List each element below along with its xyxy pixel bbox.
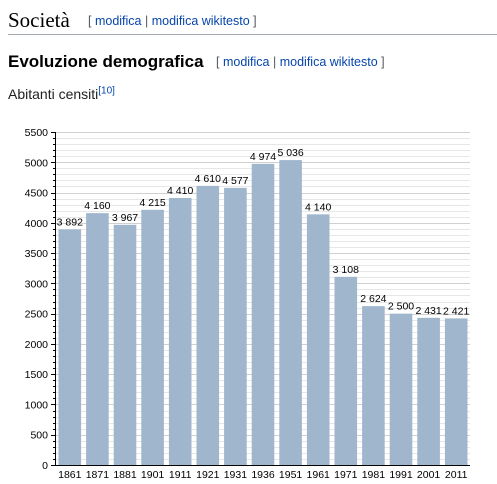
value-label-2001: 2 431 (415, 305, 441, 317)
x-tick-label-1871: 1871 (86, 469, 110, 481)
x-tick-label-1936: 1936 (251, 469, 275, 481)
section-title: Società (8, 8, 70, 32)
x-tick-label-1981: 1981 (362, 469, 386, 481)
value-label-1936: 4 974 (250, 151, 276, 163)
bar-1911 (168, 197, 192, 465)
value-label-1871: 4 160 (84, 200, 110, 212)
bar-1961 (306, 214, 330, 465)
bar-1871 (86, 213, 109, 465)
reference-link[interactable]: [10] (98, 85, 115, 97)
value-label-1991: 2 500 (388, 301, 414, 313)
y-tick-label-1000: 1000 (25, 399, 49, 411)
edit-bracket-open: [ (216, 55, 220, 69)
bars (58, 160, 468, 466)
chart-caption: Abitanti censiti[10] (8, 86, 115, 102)
bar-1881 (113, 224, 137, 465)
y-tick-label-0: 0 (42, 460, 48, 472)
edit-wikitext-link[interactable]: modifica wikitesto (279, 55, 378, 69)
x-tick-label-1861: 1861 (58, 469, 82, 481)
bar-1931 (224, 187, 247, 465)
x-tick-label-1911: 1911 (169, 469, 192, 481)
x-tick-label-1991: 1991 (389, 469, 413, 481)
bar-1936 (251, 163, 275, 465)
bar-1901 (141, 209, 164, 465)
y-tick-label-3500: 3500 (25, 248, 49, 260)
y-tick-label-4500: 4500 (25, 188, 49, 200)
x-tick-label-2011: 2011 (445, 469, 468, 481)
x-tick-label-2001: 2001 (417, 469, 441, 481)
bar-2011 (444, 318, 468, 465)
value-label-1981: 2 624 (360, 293, 386, 305)
edit-link[interactable]: modifica (94, 14, 142, 28)
population-bar-chart: 0 500 1000 1500 2000 2500 3000 3500 4000 4500 5000… (25, 127, 470, 481)
subsection-heading: Evoluzione demografica [ modifica | modi… (8, 52, 385, 72)
value-label-2011: 2 421 (443, 305, 469, 317)
y-tick-label-2500: 2500 (25, 309, 49, 321)
y-tick-label-1500: 1500 (25, 369, 49, 381)
x-tick-label-1951: 1951 (279, 469, 303, 481)
edit-bracket-close: ] (381, 55, 385, 69)
value-label-1971: 3 108 (333, 264, 359, 276)
x-tick-label-1881: 1881 (113, 469, 137, 481)
bar-1971 (334, 276, 358, 465)
y-tick-label-4000: 4000 (25, 218, 49, 230)
y-tick-label-2000: 2000 (25, 339, 49, 351)
value-label-1861: 3 892 (57, 216, 83, 228)
value-label-1911: 4 410 (167, 185, 193, 197)
edit-separator: | (273, 55, 277, 69)
subsection-title: Evoluzione demografica (8, 52, 204, 71)
value-label-1921: 4 610 (195, 173, 221, 185)
caption-text: Abitanti censiti (8, 86, 99, 102)
x-tick-label-1921: 1921 (196, 469, 220, 481)
y-tick-label-5500: 5500 (25, 127, 49, 139)
edit-separator: | (145, 14, 149, 28)
bar-1991 (389, 313, 413, 465)
x-tick-label-1931: 1931 (224, 469, 248, 481)
x-tick-labels: 1861 1871 1881 1901 1911 1921 1931 1936 1951 1961… (58, 469, 468, 481)
x-tick-label-1971: 1971 (334, 469, 358, 481)
y-tick-label-500: 500 (30, 430, 48, 442)
edit-wikitext-link[interactable]: modifica wikitesto (151, 14, 250, 28)
value-label-1961: 4 140 (305, 201, 331, 213)
bar-2001 (417, 317, 440, 465)
edit-link[interactable]: modifica (222, 55, 270, 69)
x-tick-label-1901: 1901 (141, 469, 165, 481)
bar-1981 (362, 306, 385, 465)
edit-bracket-close: ] (253, 14, 257, 28)
axes (51, 132, 470, 466)
bar-1861 (58, 229, 82, 465)
value-label-1901: 4 215 (139, 197, 165, 209)
section-heading: Società [ modifica | modifica wikitesto … (8, 6, 497, 35)
section-edit-links: [ modifica | modifica wikitesto ] (88, 14, 257, 28)
bar-1921 (196, 185, 220, 466)
x-tick-label-1961: 1961 (307, 469, 331, 481)
subsection-edit-links: [ modifica | modifica wikitesto ] (216, 55, 385, 69)
y-tick-label-3000: 3000 (25, 278, 49, 290)
value-label-1931: 4 577 (222, 175, 248, 187)
edit-bracket-open: [ (88, 14, 92, 28)
value-label-1881: 3 967 (112, 212, 138, 224)
value-label-1951: 5 036 (277, 147, 303, 159)
y-tick-labels: 0 500 1000 1500 2000 2500 3000 3500 4000 4500 5000… (25, 127, 49, 472)
y-tick-label-5000: 5000 (25, 157, 49, 169)
bar-1951 (279, 160, 302, 466)
